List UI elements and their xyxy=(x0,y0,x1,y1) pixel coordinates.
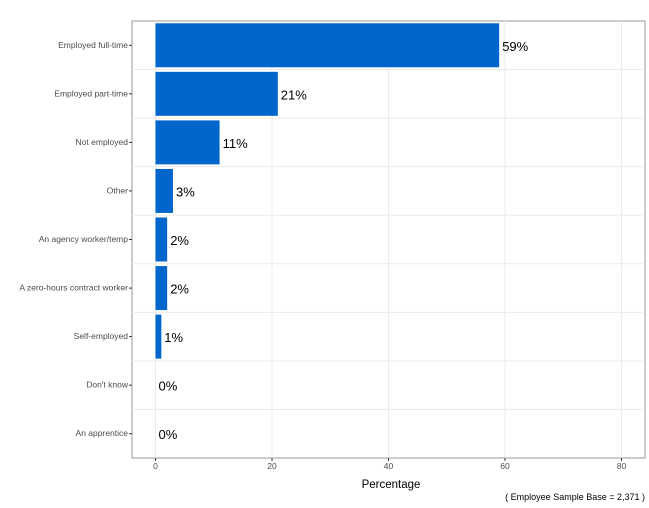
svg-text:Don't know: Don't know xyxy=(86,380,129,390)
svg-text:A zero-hours contract worker: A zero-hours contract worker xyxy=(19,283,128,293)
svg-text:0%: 0% xyxy=(159,379,178,394)
svg-text:Not employed: Not employed xyxy=(76,137,129,147)
svg-text:80: 80 xyxy=(617,461,627,471)
svg-text:Other: Other xyxy=(107,185,128,195)
svg-text:21%: 21% xyxy=(281,87,307,102)
svg-text:59%: 59% xyxy=(502,39,528,54)
svg-text:Self-employed: Self-employed xyxy=(74,331,129,341)
svg-text:Employed full-time: Employed full-time xyxy=(58,40,128,50)
svg-text:0%: 0% xyxy=(159,427,178,442)
svg-text:2%: 2% xyxy=(170,282,189,297)
svg-text:3%: 3% xyxy=(176,184,195,199)
svg-text:40: 40 xyxy=(384,461,394,471)
svg-text:Percentage: Percentage xyxy=(362,479,421,491)
svg-text:2%: 2% xyxy=(170,233,189,248)
svg-text:11%: 11% xyxy=(223,136,248,151)
svg-text:0: 0 xyxy=(153,461,158,471)
svg-text:20: 20 xyxy=(267,461,277,471)
svg-text:60: 60 xyxy=(500,461,510,471)
svg-text:( Employee Sample Base = 2,37: ( Employee Sample Base = 2,371 ) xyxy=(505,492,645,502)
svg-text:Employed part-time: Employed part-time xyxy=(54,88,128,98)
svg-text:An agency worker/temp: An agency worker/temp xyxy=(39,234,129,244)
svg-text:1%: 1% xyxy=(164,330,183,345)
svg-text:An apprentice: An apprentice xyxy=(76,428,129,438)
